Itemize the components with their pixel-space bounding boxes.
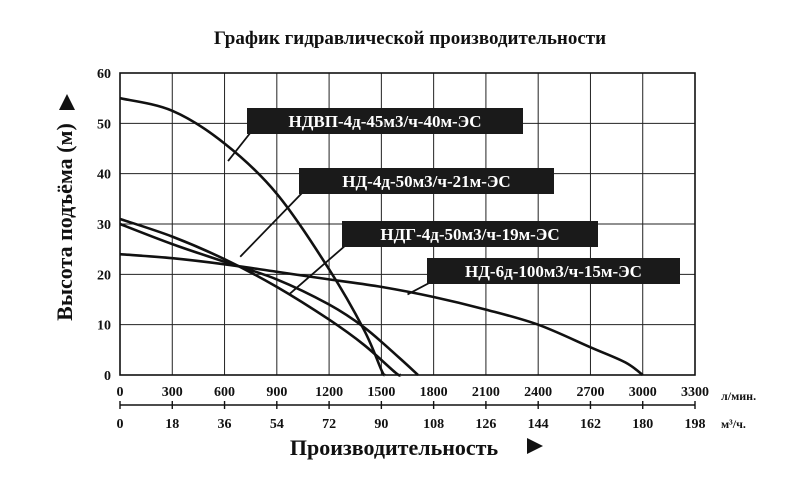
- series-leader-line: [239, 191, 304, 258]
- x-tick-label: 2100: [472, 385, 500, 400]
- chart-title: График гидравлической производительности: [214, 28, 606, 49]
- x-tick-label: 1200: [315, 385, 343, 400]
- y-axis-arrow-icon: [59, 94, 75, 110]
- x-tick-label: 900: [266, 385, 287, 400]
- series-leader-line: [288, 244, 347, 296]
- secondary-x-tick-label: 72: [322, 417, 336, 432]
- y-tick-label: 10: [97, 319, 111, 334]
- series-label: НДВП-4д-45м3/ч-40м-ЭС: [288, 112, 481, 131]
- secondary-x-tick-label: 126: [475, 417, 496, 432]
- series-label-box: [342, 221, 598, 247]
- y-axis-title: Высота подъёма (м): [52, 123, 77, 321]
- series-leader-line: [407, 281, 432, 296]
- series-label: НД-6д-100м3/ч-15м-ЭС: [465, 262, 642, 281]
- x-tick-label: 1800: [420, 385, 448, 400]
- x-tick-label: 1500: [367, 385, 395, 400]
- secondary-x-tick-label: 180: [632, 417, 653, 432]
- y-tick-label: 20: [97, 268, 111, 283]
- series-labels: НДВП-4д-45м3/ч-40м-ЭС НД-4д-50м3/ч-21м-ЭС…: [227, 108, 680, 296]
- series-label-box: [247, 108, 523, 134]
- x-axis-title: Производительность: [290, 435, 499, 460]
- secondary-x-tick-label: 162: [580, 417, 601, 432]
- series-curve: [119, 222, 419, 376]
- x-tick-label: 3300: [681, 385, 709, 400]
- y-tick-label: 30: [97, 218, 111, 233]
- y-tick-label: 0: [104, 369, 111, 384]
- y-tick-label: 40: [97, 168, 111, 183]
- x-axis-arrow-icon: [527, 438, 543, 454]
- secondary-x-tick-label: 18: [165, 417, 179, 432]
- secondary-x-tick-label: 108: [423, 417, 444, 432]
- tick-labels: 0 300 600 900 1200 1500 1800 2100 2400 2700 3000 33…: [97, 67, 709, 432]
- series-leader-line: [227, 131, 252, 162]
- secondary-x-tick-label: 144: [528, 417, 549, 432]
- secondary-x-tick-label: 0: [117, 417, 124, 432]
- secondary-x-tick-label: 36: [218, 417, 232, 432]
- x-tick-label: 2700: [576, 385, 604, 400]
- x-tick-label: 600: [214, 385, 235, 400]
- curves: [119, 96, 644, 377]
- secondary-x-tick-label: 54: [270, 417, 284, 432]
- series-label: НД-4д-50м3/ч-21м-ЭС: [342, 172, 510, 191]
- series-curve: [119, 217, 402, 377]
- y-tick-label: 50: [97, 117, 111, 132]
- y-tick-label: 60: [97, 67, 111, 82]
- x-tick-label: 2400: [524, 385, 552, 400]
- x-tick-label: 0: [117, 385, 124, 400]
- x-unit-label: л/мин.: [721, 389, 756, 403]
- secondary-x-tick-label: 90: [374, 417, 388, 432]
- secondary-x-tick-label: 198: [685, 417, 706, 432]
- series-curve: [119, 252, 644, 377]
- series-label: НДГ-4д-50м3/ч-19м-ЭС: [380, 225, 559, 244]
- x-tick-label: 300: [162, 385, 183, 400]
- series-label-box: [427, 258, 680, 284]
- series-label-box: [299, 168, 554, 194]
- x2-unit-label: м³/ч.: [721, 417, 746, 431]
- series-curve: [119, 96, 386, 377]
- x-tick-label: 3000: [629, 385, 657, 400]
